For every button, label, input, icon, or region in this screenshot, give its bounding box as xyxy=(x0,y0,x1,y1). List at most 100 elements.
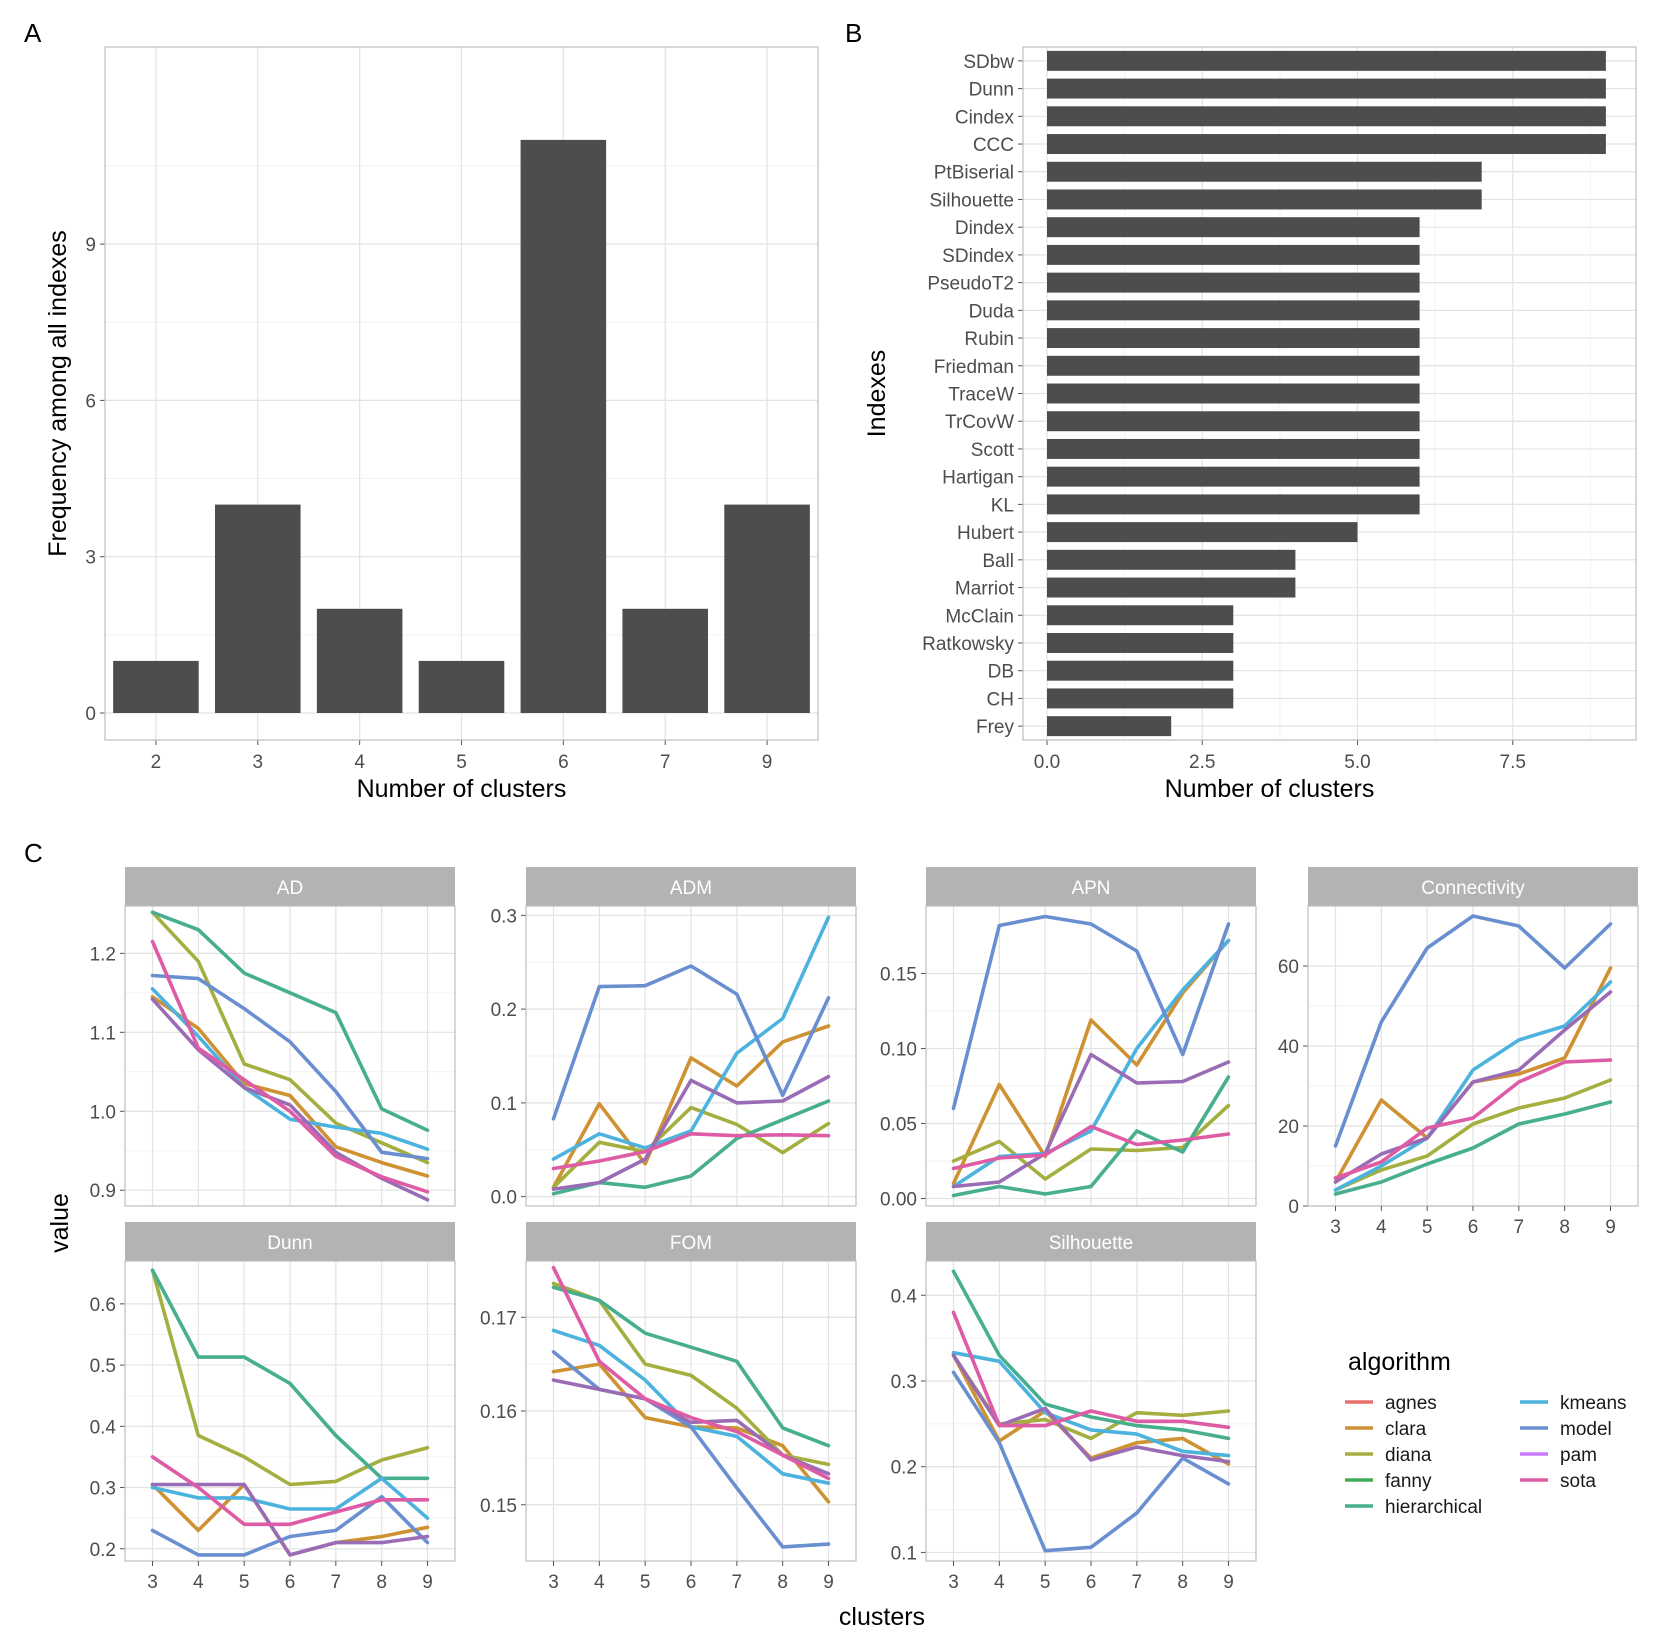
x-tick-label: 7 xyxy=(1514,1217,1525,1238)
x-tick-label: 4 xyxy=(193,1572,204,1593)
series-line-model xyxy=(951,914,1231,1111)
y-tick-label: Cindex xyxy=(955,107,1015,128)
y-tick-label: TraceW xyxy=(948,385,1014,406)
bar-kl xyxy=(1047,494,1420,515)
x-tick-label: 6 xyxy=(558,752,569,773)
y-tick-label: Marriot xyxy=(955,579,1015,600)
x-tick-label: 8 xyxy=(1559,1217,1570,1238)
facet-strip xyxy=(926,867,1256,906)
x-tick-label: 5 xyxy=(640,1572,651,1593)
y-tick-label: TrCovW xyxy=(945,412,1014,433)
bar-ratkowsky xyxy=(1047,633,1234,653)
x-axis-title: Number of clusters xyxy=(357,775,567,803)
y-tick-label: Hartigan xyxy=(942,468,1014,489)
bar-ch xyxy=(1047,688,1234,709)
legend-label-pam: pam xyxy=(1560,1445,1597,1466)
facet-strip xyxy=(125,867,455,906)
legend-label-diana: diana xyxy=(1385,1445,1432,1466)
x-tick-label: 9 xyxy=(1605,1217,1616,1238)
y-tick-label: McClain xyxy=(945,606,1014,627)
y-tick-label: Dindex xyxy=(955,218,1015,239)
y-tick-label: Hubert xyxy=(957,523,1015,544)
y-tick-label: KL xyxy=(991,495,1014,516)
x-tick-label: 9 xyxy=(762,752,773,773)
x-tick-label: 9 xyxy=(823,1572,834,1593)
plot-border xyxy=(525,905,857,1207)
plot-border xyxy=(124,905,456,1207)
series-line-diana xyxy=(150,1268,430,1487)
x-tick-label: 9 xyxy=(1223,1572,1234,1593)
x-tick-label: 9 xyxy=(422,1572,433,1593)
legend-label-kmeans: kmeans xyxy=(1560,1393,1627,1414)
y-tick-label: 0.0 xyxy=(491,1188,517,1209)
facet-strip-label: ADM xyxy=(670,878,712,899)
bar-7 xyxy=(622,608,708,713)
panel-label-b: B xyxy=(845,18,862,48)
facet-strip-label: AD xyxy=(277,878,303,899)
bar-db xyxy=(1047,660,1234,681)
series-line-sota xyxy=(150,1455,430,1527)
y-tick-label: 6 xyxy=(85,391,96,412)
x-tick-label: 7 xyxy=(732,1572,743,1593)
panel-b-horizontal-bar-chart: 0.0 2.5 5.0 7.5 SDbw Dunn Cindex CCC PtBiserial S… xyxy=(863,46,1637,803)
series-line-sota xyxy=(150,939,430,1194)
y-tick-label: 0.17 xyxy=(480,1308,517,1329)
facet-strip-label: Connectivity xyxy=(1421,878,1525,899)
x-tick-label: 5 xyxy=(1422,1217,1433,1238)
facet-adm: ADM 0.0 0.1 0.2 0.3 xyxy=(491,867,857,1209)
y-tick-label: Silhouette xyxy=(929,190,1014,211)
y-tick-label: 40 xyxy=(1278,1037,1299,1058)
y-tick-label: 9 xyxy=(85,235,96,256)
facet-connectivity: Connectivity 0 20 40 60 3 4 5 6 7 8 9 xyxy=(1278,867,1639,1238)
y-tick-label: 0.2 xyxy=(491,1000,517,1021)
series-line-diana xyxy=(951,1103,1231,1181)
y-tick-label: 1.0 xyxy=(90,1102,116,1123)
facet-apn: APN 0.00 0.05 0.10 0.15 xyxy=(880,867,1257,1211)
facet-strip xyxy=(526,1222,856,1261)
y-tick-label: 0.9 xyxy=(90,1181,116,1202)
series-line-kmeans xyxy=(551,915,831,1161)
bar-ball xyxy=(1047,549,1296,570)
panel-label-c: C xyxy=(24,838,43,868)
facet-strip xyxy=(926,1222,1256,1261)
y-tick-label: 0.16 xyxy=(480,1402,517,1423)
series-line-sota xyxy=(951,1124,1231,1171)
bar-2 xyxy=(113,660,199,713)
x-tick-label: 7.5 xyxy=(1500,752,1526,773)
bar-scott xyxy=(1047,438,1420,459)
bar-cindex xyxy=(1047,106,1606,127)
panel-a-bar-chart: 0 3 6 9 2 3 4 5 6 7 9 Number of clusters Frequency a… xyxy=(44,46,819,803)
series-line-pam xyxy=(951,1052,1231,1189)
y-tick-label: PtBiserial xyxy=(934,163,1014,184)
x-tick-label: 5 xyxy=(239,1572,250,1593)
bar-3 xyxy=(215,504,301,713)
series-line-hierarchical xyxy=(1333,1100,1613,1196)
y-tick-label: Scott xyxy=(971,440,1015,461)
x-tick-label: 4 xyxy=(594,1572,605,1593)
series-line-sota xyxy=(1333,1058,1613,1180)
facet-strip-label: APN xyxy=(1071,878,1110,899)
x-tick-label: 3 xyxy=(1330,1217,1341,1238)
x-tick-label: 4 xyxy=(1376,1217,1387,1238)
x-tick-label: 5 xyxy=(456,752,467,773)
y-tick-label: 0.00 xyxy=(880,1190,917,1211)
facet-strip-label: Dunn xyxy=(267,1233,312,1254)
legend-label-agnes: agnes xyxy=(1385,1393,1437,1414)
series-line-model xyxy=(150,973,430,1161)
series-line-diana xyxy=(551,1105,831,1190)
y-tick-label: 20 xyxy=(1278,1117,1299,1138)
bar-friedman xyxy=(1047,355,1420,376)
bar-mcclain xyxy=(1047,605,1234,626)
x-tick-label: 5 xyxy=(1040,1572,1051,1593)
bar-ptbiserial xyxy=(1047,161,1482,182)
facet-strip-label: FOM xyxy=(670,1233,712,1254)
x-axis-title: Number of clusters xyxy=(1165,775,1375,803)
series-line-pam xyxy=(150,1482,430,1557)
x-tick-label: 3 xyxy=(252,752,263,773)
bar-silhouette xyxy=(1047,189,1482,210)
series-line-pam xyxy=(1333,990,1613,1184)
facet-strip xyxy=(1308,867,1638,906)
plot-border xyxy=(925,905,1257,1207)
y-tick-label: Dunn xyxy=(969,80,1014,101)
series-line-clara xyxy=(150,994,430,1178)
